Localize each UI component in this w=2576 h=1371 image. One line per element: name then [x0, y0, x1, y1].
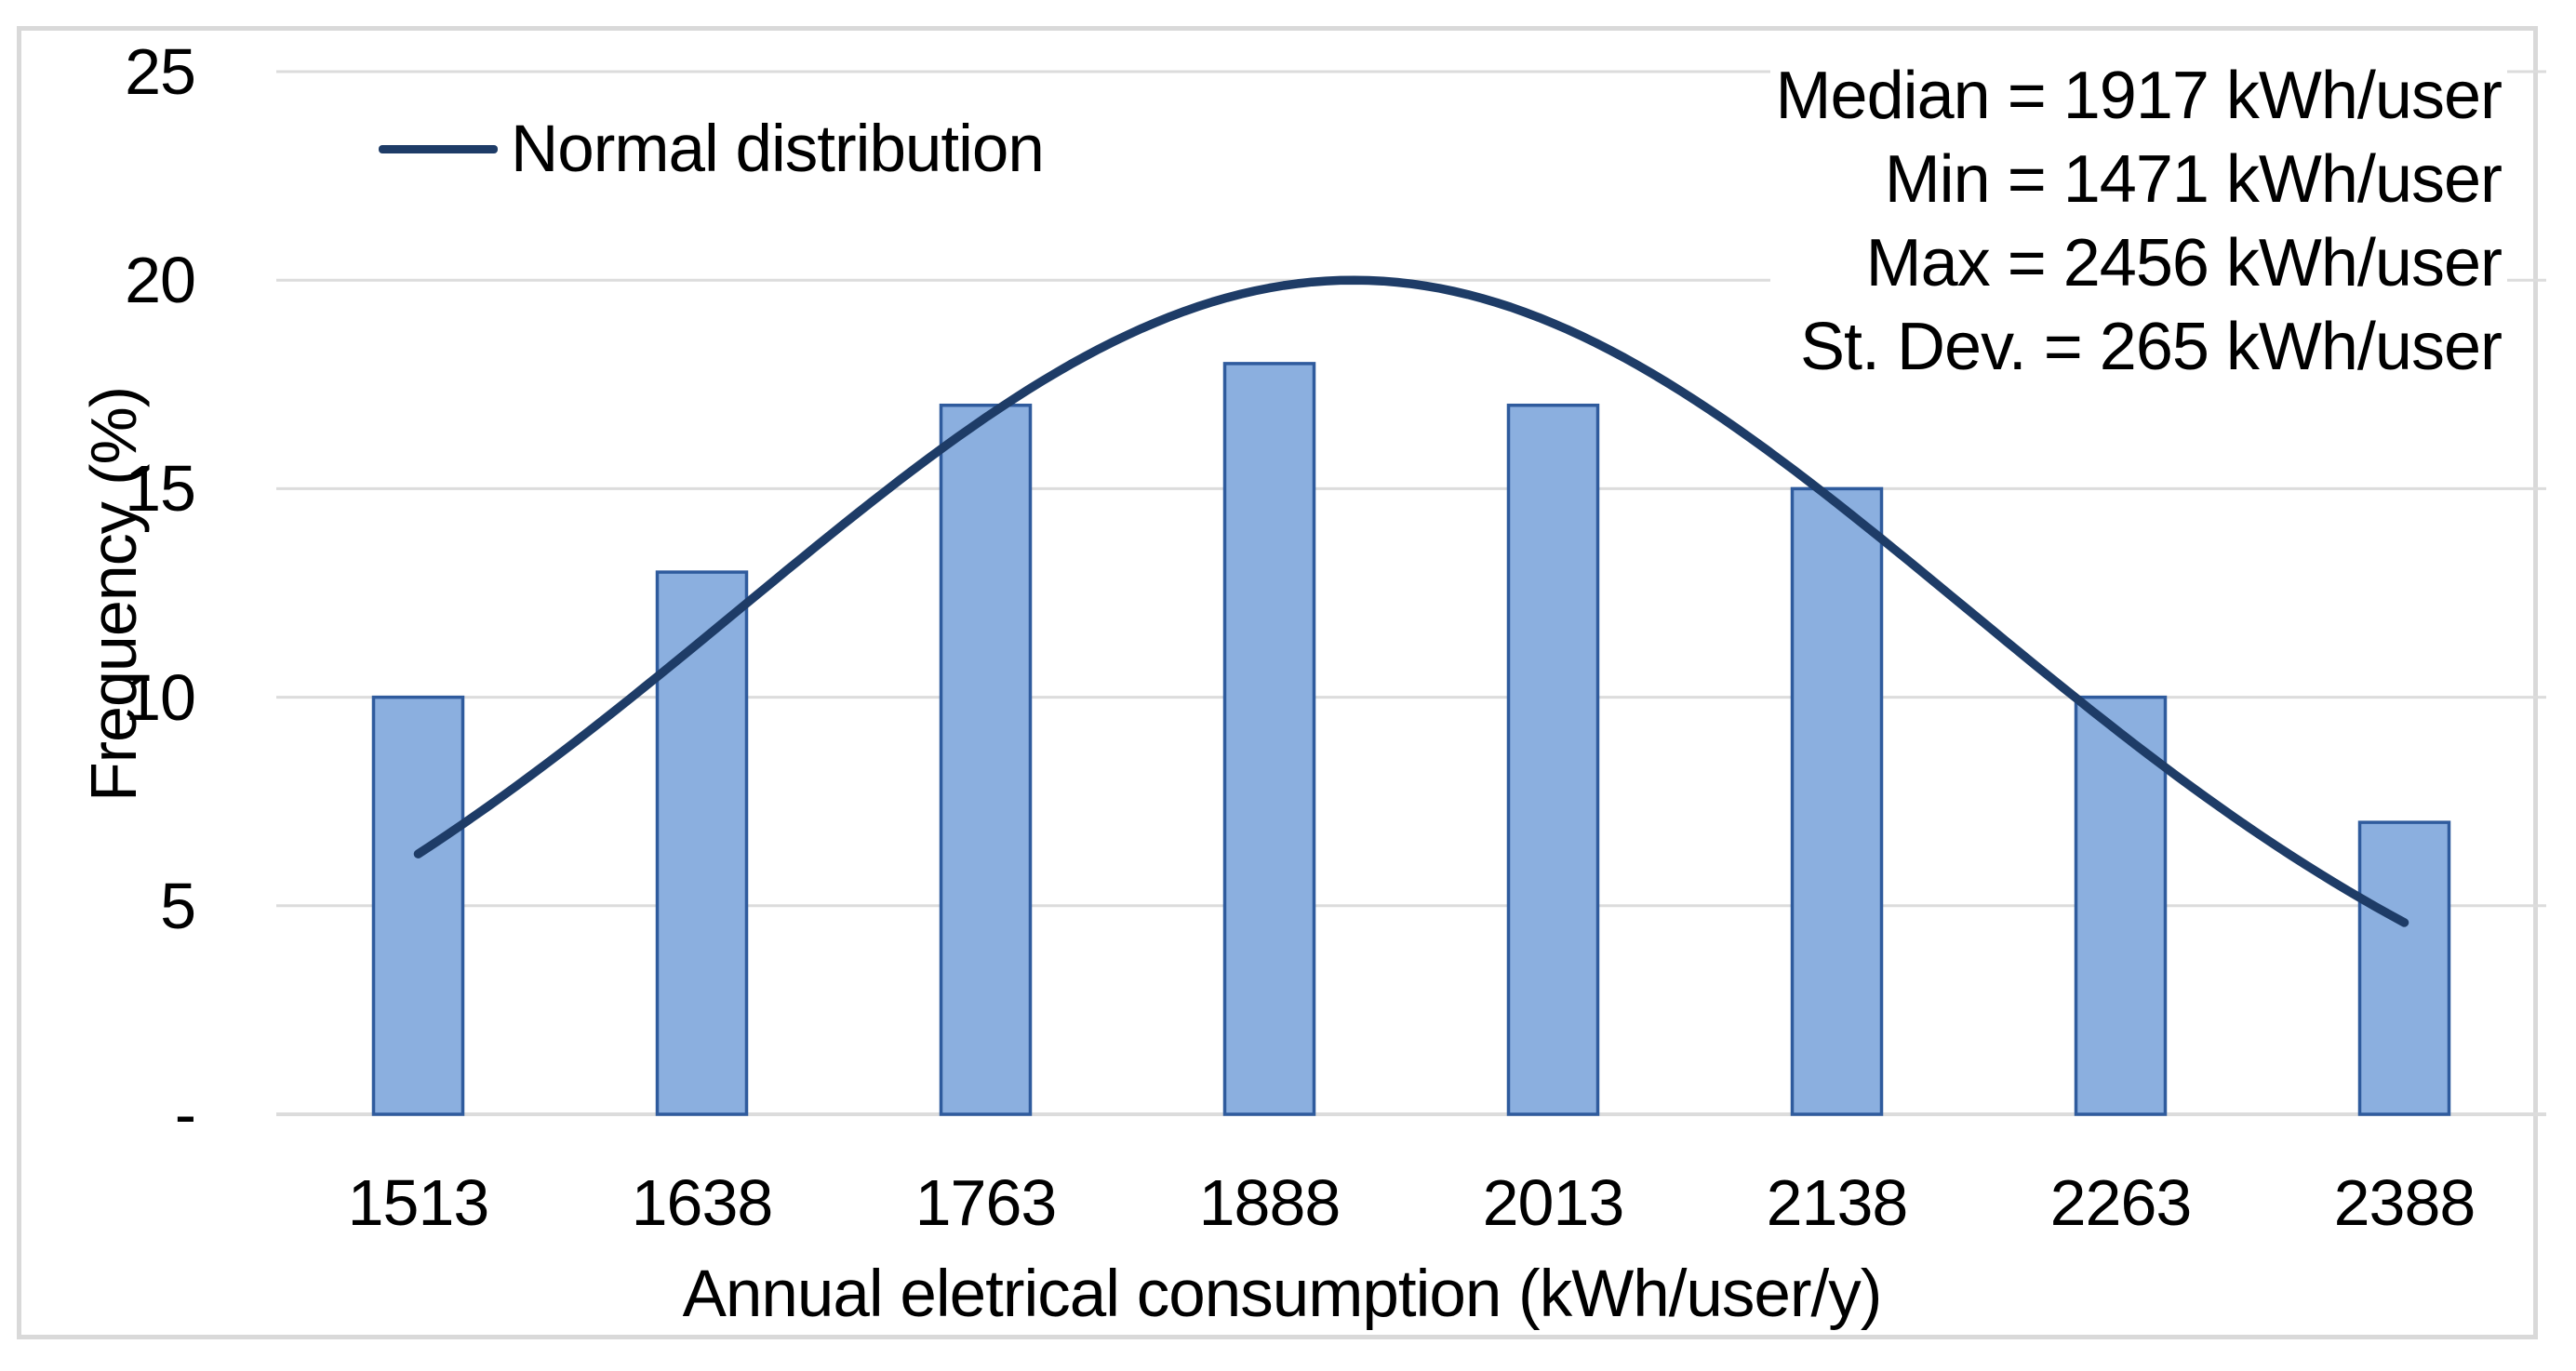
y-tick-label: 5: [160, 869, 196, 942]
legend: Normal distribution: [379, 112, 1045, 186]
stats-line: Max = 2456 kWh/user: [1865, 226, 2503, 300]
y-tick-label: 10: [125, 660, 196, 734]
x-tick-label: 2013: [1482, 1166, 1625, 1239]
y-tick-label: 20: [125, 244, 196, 317]
y-axis-title: Frequency (%): [77, 386, 150, 803]
frequency-bar: [2074, 695, 2168, 1116]
x-tick-label: 1888: [1198, 1166, 1341, 1239]
frequency-bar: [1506, 403, 1600, 1116]
stats-annotation: Median = 1917 kWh/user Min = 1471 kWh/use…: [1769, 54, 2507, 389]
x-tick-label: 1513: [347, 1166, 490, 1239]
x-tick-label: 2263: [2049, 1166, 2193, 1239]
x-tick-label: 2388: [2333, 1166, 2476, 1239]
stats-line: Median = 1917 kWh/user: [1775, 59, 2503, 133]
y-tick-label: -: [174, 1078, 196, 1151]
frequency-bar: [1222, 362, 1316, 1116]
x-tick-label: 2138: [1766, 1166, 1909, 1239]
frequency-bar: [939, 403, 1033, 1116]
x-tick-label: 1638: [631, 1166, 774, 1239]
chart-border-frame: [17, 26, 2538, 1339]
frequency-bar: [2357, 820, 2451, 1116]
legend-line-swatch: [379, 144, 498, 153]
x-tick-label: 1763: [914, 1166, 1058, 1239]
frequency-bar: [371, 695, 465, 1116]
stats-line: St. Dev. = 265 kWh/user: [1800, 310, 2503, 384]
y-tick-label: 25: [125, 35, 196, 108]
y-tick-label: 15: [125, 452, 196, 526]
legend-label: Normal distribution: [511, 112, 1045, 186]
x-axis-title: Annual eletrical consumption (kWh/user/y…: [682, 1258, 1883, 1331]
frequency-bar: [655, 570, 749, 1116]
normal-distribution-curve: [413, 275, 2409, 927]
frequency-bar: [1790, 486, 1884, 1116]
stats-line: Min = 1471 kWh/user: [1884, 142, 2503, 217]
